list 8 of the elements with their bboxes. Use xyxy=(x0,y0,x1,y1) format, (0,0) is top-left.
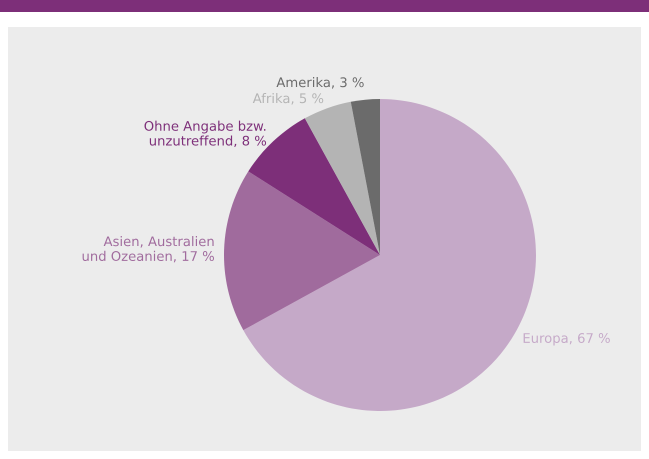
slice-label: Ohne Angabe bzw. unzutreffend, 8 % xyxy=(144,120,266,148)
slice-label: Amerika, 3 % xyxy=(276,77,364,89)
slice-label: Asien, Australien und Ozeanien, 17 % xyxy=(82,236,214,262)
pie-slice xyxy=(224,171,380,330)
pie-slice xyxy=(304,102,380,255)
slice-label: Europa, 67 % xyxy=(524,333,610,346)
pie-slice xyxy=(350,99,380,255)
slice-label: Afrika, 5 % xyxy=(252,93,324,105)
